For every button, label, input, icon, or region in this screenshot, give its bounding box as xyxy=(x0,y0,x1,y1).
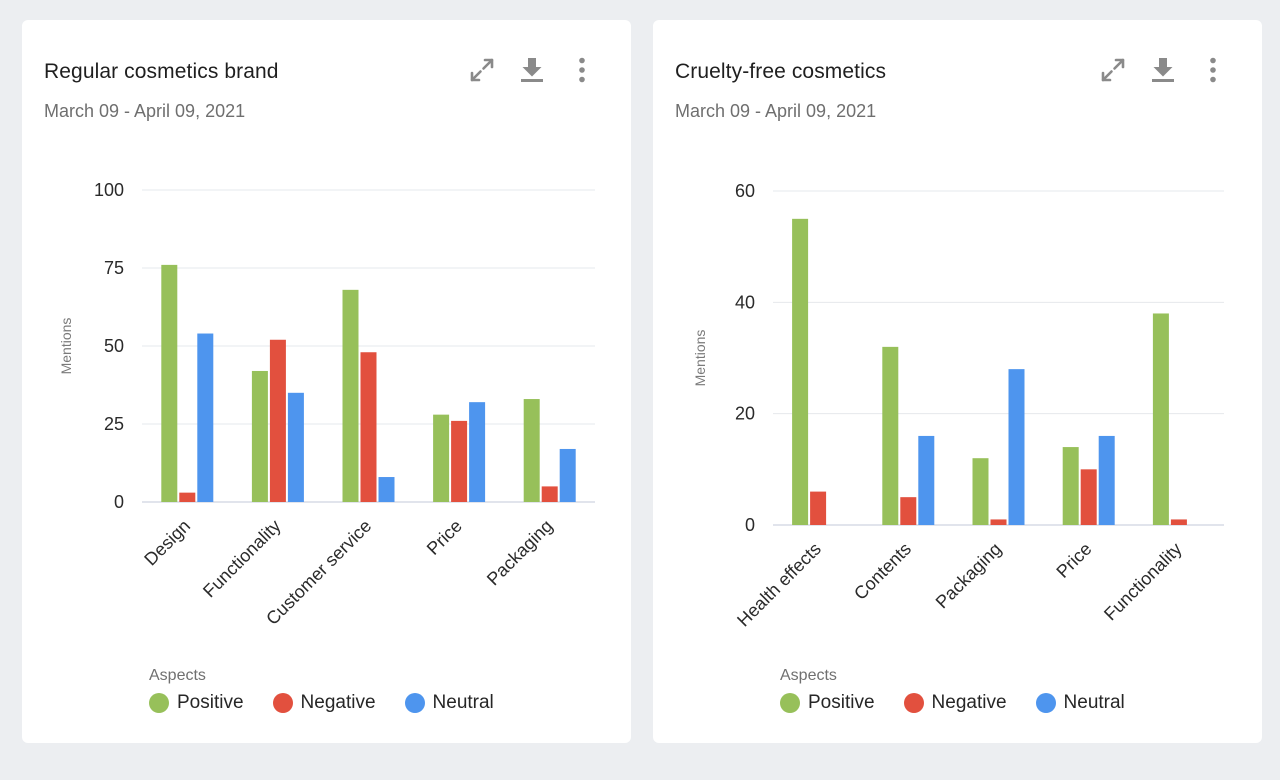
bar-neutral xyxy=(559,448,576,502)
legend-item-negative[interactable]: Negative xyxy=(903,692,1007,714)
y-tick-label: 25 xyxy=(104,414,124,434)
negative-dot-icon xyxy=(272,693,293,713)
bar-neutral xyxy=(469,402,486,502)
download-icon xyxy=(1152,58,1174,82)
bar-negative xyxy=(179,492,196,502)
x-tick-label: Packaging xyxy=(483,516,557,590)
legend-item-neutral[interactable]: Neutral xyxy=(1035,692,1125,714)
x-tick-label: Functionality xyxy=(1100,539,1186,625)
legend-item-positive[interactable]: Positive xyxy=(780,692,875,714)
negative-dot-icon xyxy=(903,693,924,713)
y-tick-label: 40 xyxy=(735,292,755,312)
bar-neutral xyxy=(287,392,304,502)
bar-positive xyxy=(523,399,540,502)
legend-label: Negative xyxy=(931,692,1007,713)
expand-button[interactable] xyxy=(1097,54,1129,86)
bar-negative xyxy=(1080,469,1097,525)
bar-negative xyxy=(269,339,286,502)
bar-neutral xyxy=(918,435,935,525)
more-vertical-icon xyxy=(1210,57,1216,83)
legend: Positive Negative Neutral xyxy=(780,692,1154,714)
bar-positive xyxy=(792,218,809,526)
bar-neutral xyxy=(1098,435,1115,525)
more-options-button[interactable] xyxy=(566,54,598,86)
bar-positive xyxy=(882,346,899,525)
bar-positive xyxy=(1062,447,1079,525)
download-icon xyxy=(521,58,543,82)
legend-label: Positive xyxy=(808,692,875,713)
bar-negative xyxy=(810,491,827,525)
bar-negative xyxy=(451,420,468,502)
y-axis-title: Mentions xyxy=(692,330,708,387)
expand-button[interactable] xyxy=(466,54,498,86)
x-tick-label: Price xyxy=(423,516,466,559)
y-tick-label: 60 xyxy=(735,181,755,201)
legend: Positive Negative Neutral xyxy=(149,692,523,714)
positive-dot-icon xyxy=(780,693,800,713)
bar-chart: 0 20 40 60 Mentions Health effects Contents Pac… xyxy=(692,181,1224,631)
bar-negative xyxy=(990,519,1007,525)
bar-negative xyxy=(360,352,377,502)
y-tick-label: 50 xyxy=(104,336,124,356)
bar-positive xyxy=(433,414,450,502)
card-title: Cruelty-free cosmetics xyxy=(675,60,887,83)
card-title: Regular cosmetics brand xyxy=(44,60,279,83)
bar-positive xyxy=(1152,313,1169,525)
y-tick-label: 20 xyxy=(735,404,755,424)
x-tick-label: Price xyxy=(1052,539,1095,582)
expand-icon xyxy=(470,58,494,82)
x-tick-label: Health effects xyxy=(733,539,825,631)
legend-label: Negative xyxy=(300,692,376,713)
legend-item-positive[interactable]: Positive xyxy=(149,692,244,714)
neutral-dot-icon xyxy=(1035,693,1056,713)
bar-neutral xyxy=(197,333,214,502)
download-button[interactable] xyxy=(516,54,548,86)
x-tick-label: Design xyxy=(140,516,194,570)
x-tick-label: Functionality xyxy=(199,516,285,602)
legend-label: Neutral xyxy=(1063,692,1125,713)
y-axis-title: Mentions xyxy=(58,318,74,375)
date-range: March 09 - April 09, 2021 xyxy=(675,101,877,121)
more-vertical-icon xyxy=(579,57,585,83)
y-tick-label: 0 xyxy=(745,515,755,535)
legend-label: Positive xyxy=(177,692,244,713)
chart-card-regular: Regular cosmetics brand March 09 - April… xyxy=(22,20,631,743)
bar-neutral xyxy=(1008,369,1025,525)
legend-item-neutral[interactable]: Neutral xyxy=(404,692,494,714)
more-options-button[interactable] xyxy=(1197,54,1229,86)
download-button[interactable] xyxy=(1147,54,1179,86)
y-tick-label: 100 xyxy=(94,180,124,200)
bar-neutral xyxy=(378,477,395,502)
expand-icon xyxy=(1101,58,1125,82)
bar-positive xyxy=(161,264,178,502)
chart-card-cruelty-free: Cruelty-free cosmetics March 09 - April … xyxy=(653,20,1262,743)
positive-dot-icon xyxy=(149,693,169,713)
y-tick-label: 0 xyxy=(114,492,124,512)
y-tick-label: 75 xyxy=(104,258,124,278)
bar-negative xyxy=(900,497,917,525)
legend-title: Aspects xyxy=(149,667,206,684)
bar-negative xyxy=(541,486,558,502)
date-range: March 09 - April 09, 2021 xyxy=(44,101,246,121)
x-tick-label: Contents xyxy=(850,539,915,604)
x-tick-label: Packaging xyxy=(932,539,1006,613)
bar-positive xyxy=(342,289,359,502)
legend-item-negative[interactable]: Negative xyxy=(272,692,376,714)
legend-label: Neutral xyxy=(432,692,494,713)
bar-negative xyxy=(1170,519,1187,525)
bar-positive xyxy=(972,458,989,525)
legend-title: Aspects xyxy=(780,667,837,684)
neutral-dot-icon xyxy=(404,693,425,713)
bar-positive xyxy=(251,370,268,502)
